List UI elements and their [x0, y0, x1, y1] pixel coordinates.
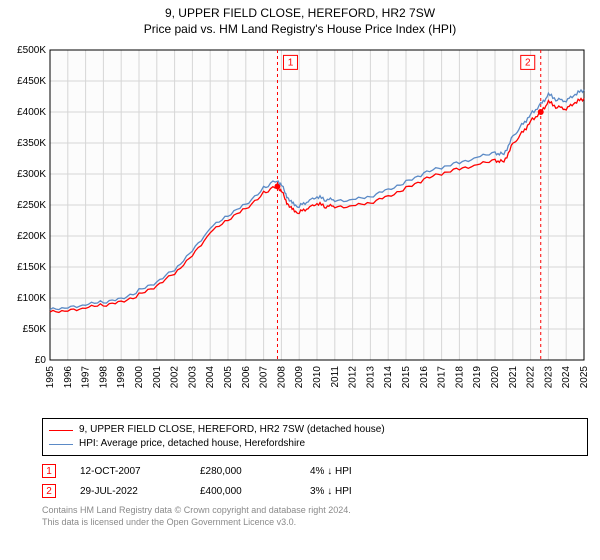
sale-marker: 1: [42, 464, 56, 478]
svg-text:2018: 2018: [454, 366, 465, 389]
sale-price: £400,000: [200, 486, 310, 497]
svg-text:1995: 1995: [45, 366, 56, 389]
svg-text:2006: 2006: [241, 366, 252, 389]
svg-text:1999: 1999: [116, 366, 127, 389]
svg-text:£150K: £150K: [17, 262, 46, 273]
sale-diff: 4% ↓ HPI: [310, 466, 430, 477]
svg-text:£500K: £500K: [17, 45, 46, 56]
svg-text:2004: 2004: [205, 366, 216, 389]
sale-row: 1 12-OCT-2007£280,0004% ↓ HPI: [42, 464, 588, 478]
svg-text:£350K: £350K: [17, 138, 46, 149]
svg-text:2005: 2005: [223, 366, 234, 389]
svg-text:2009: 2009: [294, 366, 305, 389]
svg-text:£300K: £300K: [17, 169, 46, 180]
svg-text:1996: 1996: [63, 366, 74, 389]
chart: £0 £50K £100K £150K £200K £250K £300K £350K £400…: [8, 42, 592, 412]
svg-text:2019: 2019: [472, 366, 483, 389]
svg-text:2023: 2023: [543, 366, 554, 389]
svg-text:£50K: £50K: [23, 324, 47, 335]
svg-text:2010: 2010: [312, 366, 323, 389]
svg-text:1997: 1997: [81, 366, 92, 389]
legend-swatch: [49, 444, 73, 445]
legend-row: 9, UPPER FIELD CLOSE, HEREFORD, HR2 7SW …: [49, 423, 581, 437]
svg-text:2016: 2016: [419, 366, 430, 389]
svg-text:2020: 2020: [490, 366, 501, 389]
legend-label: 9, UPPER FIELD CLOSE, HEREFORD, HR2 7SW …: [79, 423, 385, 437]
svg-text:2008: 2008: [276, 366, 287, 389]
svg-text:£200K: £200K: [17, 231, 46, 242]
svg-text:2014: 2014: [383, 366, 394, 389]
footer: Contains HM Land Registry data © Crown c…: [42, 504, 588, 528]
footer-line-2: This data is licensed under the Open Gov…: [42, 516, 588, 528]
svg-text:£0: £0: [35, 355, 47, 366]
svg-text:2015: 2015: [401, 366, 412, 389]
svg-text:2011: 2011: [330, 366, 341, 388]
sale-row: 2 29-JUL-2022£400,0003% ↓ HPI: [42, 484, 588, 498]
legend-label: HPI: Average price, detached house, Here…: [79, 437, 305, 451]
sale-price: £280,000: [200, 466, 310, 477]
svg-text:2: 2: [525, 57, 531, 68]
page-subtitle: Price paid vs. HM Land Registry's House …: [8, 22, 592, 36]
svg-text:2025: 2025: [579, 366, 590, 389]
svg-text:1998: 1998: [98, 366, 109, 389]
svg-text:2022: 2022: [526, 366, 537, 389]
sale-date: 29-JUL-2022: [80, 486, 200, 497]
sale-diff: 3% ↓ HPI: [310, 486, 430, 497]
svg-text:£250K: £250K: [17, 200, 46, 211]
svg-text:2007: 2007: [259, 366, 270, 389]
legend: 9, UPPER FIELD CLOSE, HEREFORD, HR2 7SW …: [42, 418, 588, 456]
svg-text:2021: 2021: [508, 366, 519, 389]
svg-text:£450K: £450K: [17, 76, 46, 87]
svg-text:2024: 2024: [561, 366, 572, 389]
svg-text:1: 1: [288, 57, 294, 68]
svg-text:£400K: £400K: [17, 107, 46, 118]
sale-date: 12-OCT-2007: [80, 466, 200, 477]
legend-row: HPI: Average price, detached house, Here…: [49, 437, 581, 451]
legend-swatch: [49, 430, 73, 431]
svg-text:2000: 2000: [134, 366, 145, 389]
sale-rows: 1 12-OCT-2007£280,0004% ↓ HPI 2 29-JUL-2022…: [42, 464, 588, 498]
sale-marker: 2: [42, 484, 56, 498]
svg-text:2013: 2013: [365, 366, 376, 389]
svg-text:2003: 2003: [187, 366, 198, 389]
svg-text:2017: 2017: [437, 366, 448, 389]
svg-text:2012: 2012: [348, 366, 359, 389]
svg-text:2001: 2001: [152, 366, 163, 389]
chart-container: 9, UPPER FIELD CLOSE, HEREFORD, HR2 7SW …: [0, 0, 600, 532]
svg-text:£100K: £100K: [17, 293, 46, 304]
footer-line-1: Contains HM Land Registry data © Crown c…: [42, 504, 588, 516]
page-title: 9, UPPER FIELD CLOSE, HEREFORD, HR2 7SW: [8, 6, 592, 20]
svg-text:2002: 2002: [170, 366, 181, 389]
chart-svg: £0 £50K £100K £150K £200K £250K £300K £350K £400…: [8, 42, 592, 412]
